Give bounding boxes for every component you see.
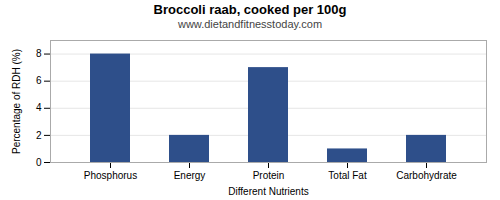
svg-text:0: 0 xyxy=(36,157,42,168)
svg-text:Percentage of RDH (%): Percentage of RDH (%) xyxy=(11,49,22,154)
svg-text:2: 2 xyxy=(36,130,42,141)
svg-text:6: 6 xyxy=(36,75,42,86)
svg-text:8: 8 xyxy=(36,48,42,59)
svg-text:Protein: Protein xyxy=(253,170,285,181)
svg-text:Total Fat: Total Fat xyxy=(328,170,367,181)
svg-text:Energy: Energy xyxy=(174,170,206,181)
svg-text:4: 4 xyxy=(36,102,42,113)
svg-text:Different Nutrients: Different Nutrients xyxy=(228,186,308,197)
html-text:Broccoli raab, cooked per 100g: Broccoli raab, cooked per 100g xyxy=(153,2,347,17)
svg-text:Carbohydrate: Carbohydrate xyxy=(396,170,457,181)
html-text:www.dietandfitnesstoday.com: www.dietandfitnesstoday.com xyxy=(178,18,322,30)
svg-text:Phosphorus: Phosphorus xyxy=(84,170,137,181)
